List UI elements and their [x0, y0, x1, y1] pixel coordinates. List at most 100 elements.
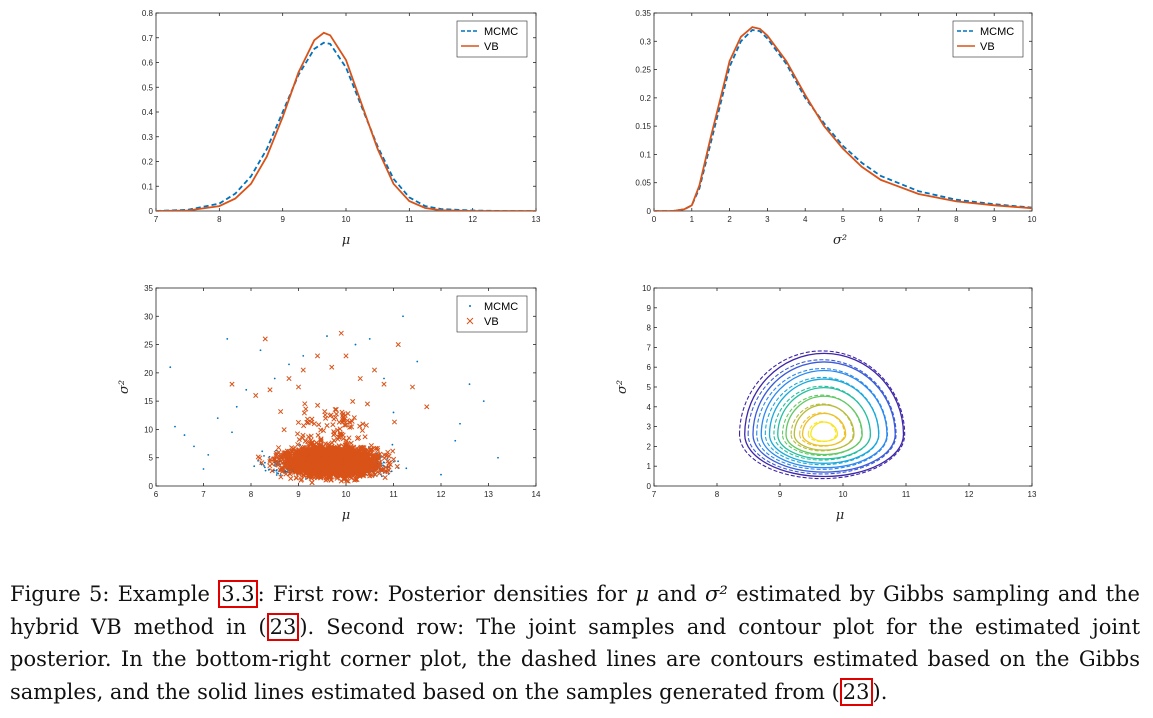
y-tick-label: 0.35 — [635, 9, 651, 18]
contour-mcmc — [738, 350, 906, 480]
scatter-point-vb — [372, 464, 379, 470]
scatter-point-vb — [278, 409, 284, 415]
scatter-point-vb — [304, 419, 310, 425]
scatter-point-mcmc — [459, 422, 461, 425]
scatter-point-mcmc — [405, 467, 408, 470]
y-tick-label: 0.2 — [142, 158, 154, 167]
scatter-point-vb — [279, 469, 285, 475]
y-tick-label: 9 — [647, 304, 652, 313]
math-mu: μ — [635, 582, 649, 606]
scatter-point-mcmc — [202, 468, 205, 470]
contour-mcmc — [747, 359, 897, 475]
x-tick-label: 13 — [532, 215, 541, 224]
scatter-point-mcmc — [207, 453, 210, 456]
ref-citation-link[interactable]: 23 — [839, 677, 873, 706]
scatter-point-vb — [267, 463, 273, 469]
scatter-point-vb — [287, 453, 293, 459]
scatter-point-vb — [342, 459, 348, 465]
scatter-point-vb — [288, 469, 294, 475]
scatter-point-vb — [353, 477, 359, 483]
x-tick-label: 9 — [992, 215, 997, 224]
scatter-point-vb — [337, 426, 343, 432]
scatter-point-vb — [342, 464, 348, 470]
scatter-point-mcmc — [235, 405, 238, 408]
scatter-point-vb — [377, 451, 383, 457]
caption-text-2: : First row: Posterior densities for — [257, 582, 636, 606]
scatter-point-vb — [332, 462, 338, 468]
x-tick-label: 10 — [342, 215, 351, 224]
scatter-point-vb — [311, 444, 317, 450]
scatter-point-vb — [333, 407, 339, 413]
contour-mcmc — [790, 403, 854, 452]
scatter-point-vb — [352, 449, 358, 456]
scatter-point-vb — [316, 422, 322, 428]
scatter-point-mcmc — [482, 400, 485, 403]
scatter-point-vb — [346, 435, 352, 441]
x-tick-label: 12 — [965, 490, 974, 499]
scatter-point-vb — [341, 443, 347, 450]
scatter-point-vb — [318, 436, 324, 442]
scatter-point-vb — [308, 433, 314, 439]
scatter-point-vb — [354, 454, 360, 460]
scatter-point-vb — [298, 463, 304, 469]
scatter-point-vb — [347, 424, 353, 430]
series-line-vb — [654, 26, 1032, 211]
scatter-point-vb — [374, 445, 380, 451]
y-tick-label: 3 — [647, 423, 652, 432]
scatter-point-vb — [343, 422, 349, 428]
contour-vb — [744, 352, 905, 478]
x-tick-label: 11 — [405, 215, 414, 224]
ref-citation-link[interactable]: 23 — [266, 612, 300, 641]
scatter-point-vb — [295, 442, 301, 448]
y-tick-label: 2 — [647, 442, 652, 451]
ref-example-link[interactable]: 3.3 — [218, 580, 258, 608]
y-tick-label: 5 — [149, 454, 154, 463]
scatter-point-mcmc — [275, 474, 278, 476]
scatter-point-vb — [328, 465, 334, 471]
scatter-point-vb — [288, 476, 294, 482]
x-tick-label: 13 — [484, 490, 493, 499]
scatter-point-mcmc — [273, 377, 276, 380]
scatter-point-vb — [394, 463, 400, 470]
scatter-point-mcmc — [392, 411, 395, 414]
x-tick-label: 2 — [727, 215, 732, 224]
x-tick-label: 8 — [954, 215, 959, 224]
scatter-point-vb — [280, 466, 286, 472]
scatter-point-vb — [395, 342, 401, 348]
scatter-point-vb — [304, 469, 311, 475]
scatter-point-mcmc — [264, 461, 266, 464]
scatter-point-vb — [320, 427, 326, 434]
scatter-point-mcmc — [261, 450, 264, 453]
scatter-point-vb — [376, 461, 382, 467]
scatter-point-vb — [356, 458, 362, 465]
scatter-point-vb — [315, 432, 321, 438]
y-tick-label: 35 — [144, 284, 153, 293]
scatter-point-vb — [309, 480, 315, 486]
series-line-mcmc — [156, 41, 536, 211]
y-tick-label: 30 — [144, 312, 153, 321]
contour-mcmc — [764, 376, 880, 466]
scatter-point-vb — [316, 472, 322, 478]
y-tick-label: 25 — [144, 341, 153, 350]
caption-text-3: and — [649, 582, 706, 606]
x-axis-label: σ² — [833, 233, 847, 248]
x-tick-label: 5 — [841, 215, 846, 224]
scatter-point-vb — [327, 413, 333, 419]
scatter-point-mcmc — [268, 468, 271, 471]
scatter-point-vb — [329, 364, 335, 370]
scatter-point-vb — [345, 411, 351, 417]
scatter-point-vb — [348, 475, 354, 481]
x-axis-label: μ — [836, 508, 844, 523]
scatter-point-mcmc — [260, 463, 263, 466]
scatter-point-vb — [259, 460, 265, 466]
legend-box — [456, 20, 528, 58]
scatter-point-vb — [318, 437, 324, 443]
scatter-point-vb — [269, 468, 275, 474]
scatter-point-vb — [330, 422, 336, 428]
scatter-point-mcmc — [193, 445, 195, 448]
scatter-point-vb — [329, 440, 335, 446]
scatter-point-vb — [274, 462, 281, 468]
scatter-point-vb — [331, 454, 337, 460]
